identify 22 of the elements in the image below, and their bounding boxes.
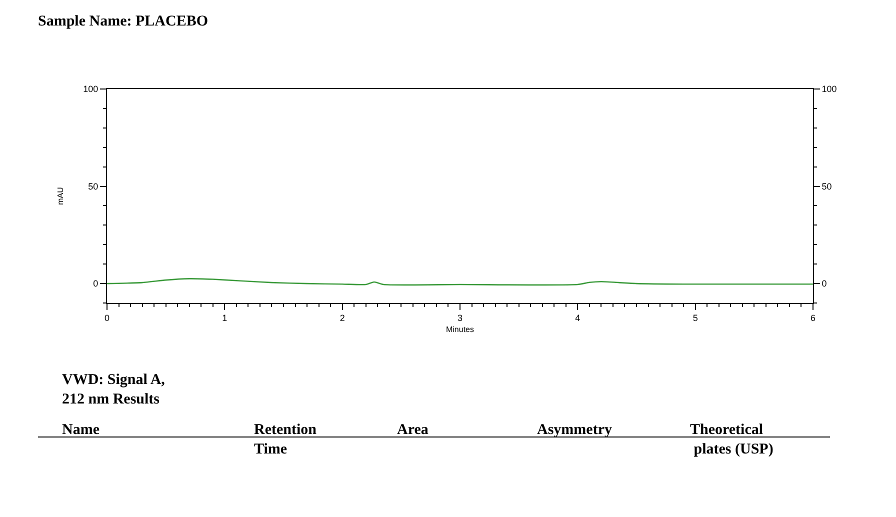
y-tick-label: 0 bbox=[93, 278, 98, 289]
x-axis-title: Minutes bbox=[446, 324, 474, 334]
x-tick-label: 3 bbox=[457, 312, 463, 323]
text: Name bbox=[62, 422, 100, 438]
x-tick-label: 5 bbox=[692, 312, 698, 323]
x-tick-label: 6 bbox=[810, 312, 816, 323]
y-tick-label: 100 bbox=[83, 84, 98, 94]
x-tick-label: 2 bbox=[340, 312, 345, 323]
y-axis-title: mAU bbox=[56, 186, 65, 205]
y2-tick-label: 50 bbox=[822, 181, 832, 192]
text: VWD: Signal A, 212 nm Results bbox=[62, 372, 166, 408]
text: Theoretical plates (USP) bbox=[690, 422, 774, 458]
y-tick-label: 50 bbox=[88, 181, 98, 192]
text: Asymmetry bbox=[537, 422, 612, 438]
x-tick-label: 4 bbox=[575, 312, 580, 323]
y2-tick-label: 100 bbox=[822, 84, 837, 94]
text: Area bbox=[397, 422, 429, 438]
text: Retention Time bbox=[254, 422, 318, 458]
chart-title: Sample Name: PLACEBO bbox=[38, 14, 208, 30]
x-tick-label: 1 bbox=[222, 312, 228, 323]
y2-tick-label: 0 bbox=[822, 278, 827, 289]
x-tick-label: 0 bbox=[104, 312, 110, 323]
